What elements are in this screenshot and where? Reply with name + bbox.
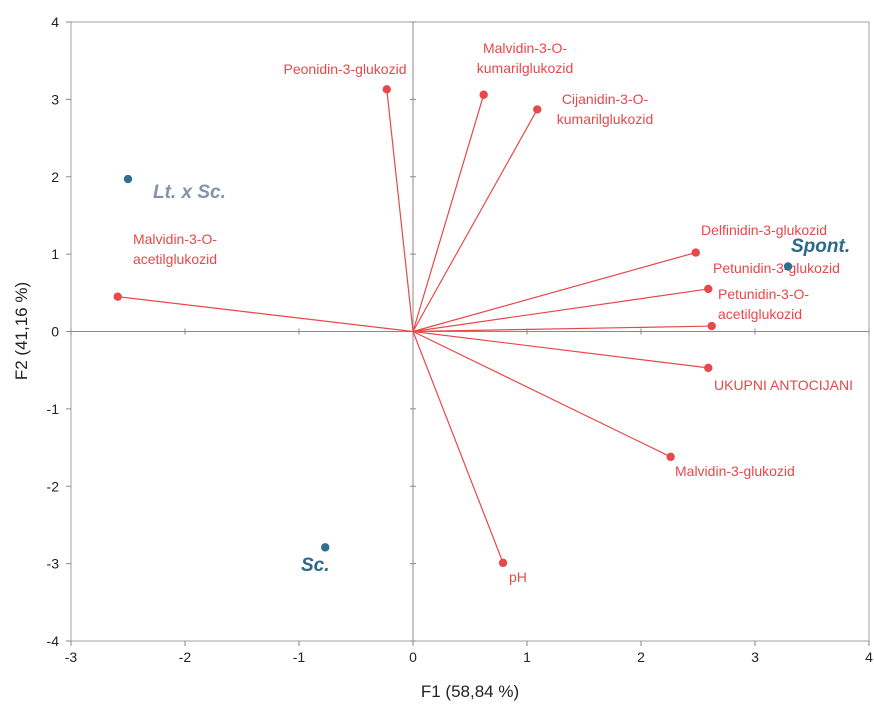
y-tick-label: 2 xyxy=(51,169,59,185)
axes: -3 -2 -1 0 1 2 3 4 -4 -3 -2 -1 0 1 2 3 4 xyxy=(47,14,874,665)
variable-vector xyxy=(117,296,414,333)
observation-label: Spont. xyxy=(791,236,850,257)
observation-point xyxy=(123,174,133,184)
x-tick-label: 4 xyxy=(865,649,873,665)
variable-point xyxy=(113,292,122,301)
variable-label: Cijanidin-3-O-kumarilglukozid xyxy=(557,91,653,127)
variable-point xyxy=(479,90,488,99)
variable-point xyxy=(704,363,713,373)
x-tick-label: 3 xyxy=(751,649,759,665)
variable-vector xyxy=(412,94,485,332)
variable-point xyxy=(666,452,675,462)
variable-vector xyxy=(412,288,709,333)
y-tick-label: 3 xyxy=(51,91,59,107)
variable-vector xyxy=(412,109,538,332)
x-tick-label: -1 xyxy=(293,649,306,665)
variable-vector xyxy=(412,251,696,333)
y-tick-label: -4 xyxy=(47,633,60,649)
variable-vector xyxy=(412,330,671,458)
y-tick-label: -1 xyxy=(47,401,60,417)
y-tick-label: 0 xyxy=(51,324,59,340)
variable-label: Malvidin-3-O-kumarilglukozid xyxy=(477,40,573,76)
y-tick-label: 4 xyxy=(51,14,59,30)
x-tick-label: 2 xyxy=(637,649,645,665)
observation-label: Sc. xyxy=(301,555,330,576)
observations: Lt. x Sc. Spont. Sc. xyxy=(123,174,850,576)
observation-point xyxy=(321,543,330,552)
observation-label: Lt. x Sc. xyxy=(153,182,226,203)
observation-point xyxy=(783,262,793,271)
variable-label: Peonidin-3-glukozid xyxy=(284,61,407,77)
variable-label: Malvidin-3-glukozid xyxy=(675,463,795,479)
variable-vector xyxy=(412,331,504,564)
variable-label: Delfinidin-3-glukozid xyxy=(701,222,827,238)
variable-label: Malvidin-3-O-acetilglukozid xyxy=(133,231,217,267)
y-tick-label: -2 xyxy=(47,478,60,494)
variable-label: Petunidin-3-O-acetilglukozid xyxy=(718,286,809,322)
variable-point xyxy=(707,321,716,331)
variable-label: UKUPNI ANTOCIJANI xyxy=(714,377,853,393)
x-tick-label: 1 xyxy=(523,649,531,665)
x-axis-title: F1 (58,84 %) xyxy=(421,682,519,701)
variable-label: Petunidin-3-glukozid xyxy=(713,260,840,276)
variable-point xyxy=(704,284,713,294)
variable-vectors: Peonidin-3-glukozid Malvidin-3-O-kumarilg… xyxy=(113,40,853,585)
variable-point xyxy=(691,248,700,257)
y-tick-label: -3 xyxy=(47,556,60,572)
variable-point xyxy=(382,85,391,94)
y-tick-label: 1 xyxy=(51,246,59,262)
variable-vector xyxy=(412,330,709,369)
x-tick-label: 0 xyxy=(409,649,417,665)
variable-point xyxy=(498,558,508,568)
x-tick-label: -2 xyxy=(179,649,192,665)
x-tick-label: -3 xyxy=(65,649,78,665)
variable-label: pH xyxy=(509,569,527,585)
variable-vector xyxy=(412,325,712,333)
variable-vector xyxy=(386,89,414,332)
y-axis-title: F2 (41,16 %) xyxy=(12,282,31,380)
variable-point xyxy=(533,105,542,114)
